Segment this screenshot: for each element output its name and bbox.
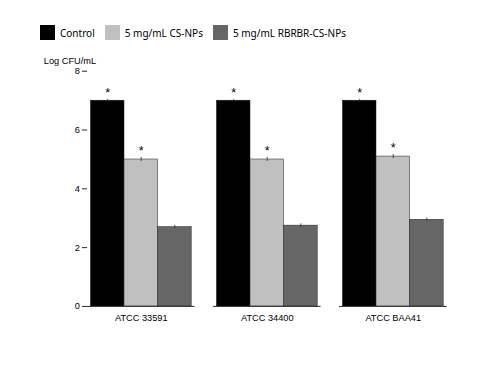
svg-text:*: * (105, 86, 110, 100)
svg-text:*: * (139, 144, 144, 158)
html-text:5 mg/mL CS-NPs: 5 mg/mL CS-NPs (124, 25, 203, 40)
svg-text:4: 4 (75, 184, 80, 194)
svg-text:*: * (391, 141, 396, 155)
svg-text:*: * (265, 144, 270, 158)
svg-text:ATCC BAA41: ATCC BAA41 (365, 313, 421, 323)
svg-text:*: * (231, 86, 236, 100)
svg-text:*: * (357, 86, 362, 100)
svg-text:8: 8 (75, 66, 80, 76)
svg-text:2: 2 (75, 243, 80, 253)
svg-text:Log CFU/mL: Log CFU/mL (44, 56, 96, 66)
svg-text:6: 6 (75, 125, 80, 135)
html-text:5 mg/mL RBRBR-CS-NPs: 5 mg/mL RBRBR-CS-NPs (232, 25, 346, 40)
svg-text:ATCC 34400: ATCC 34400 (241, 313, 294, 323)
svg-text:0: 0 (75, 301, 80, 311)
svg-text:ATCC 33591: ATCC 33591 (115, 313, 168, 323)
html-text:Control: Control (60, 25, 95, 40)
